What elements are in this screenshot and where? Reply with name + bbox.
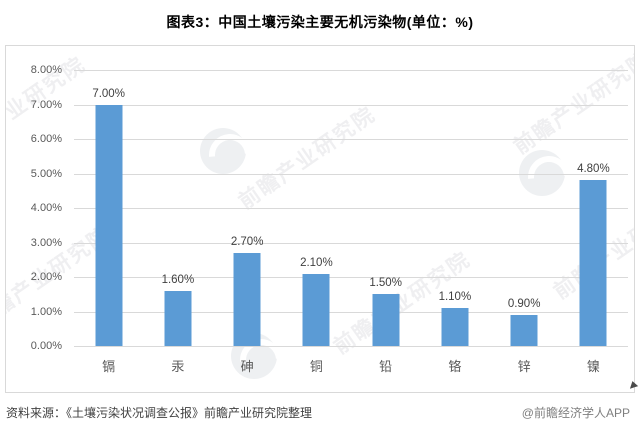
page-title: 图表3：中国土壤污染主要无机污染物(单位：%)	[166, 14, 474, 30]
bar	[302, 273, 330, 346]
source-note: 资料来源：《土壤污染状况调查公报》前瞻产业研究院整理	[6, 406, 313, 420]
bar-column: 2.70%	[213, 70, 282, 346]
x-axis-category-label: 镍	[586, 359, 600, 374]
bar-column: 7.00%	[74, 70, 143, 346]
bar-column: 1.60%	[143, 70, 212, 346]
credit-note: @前瞻经济学人APP	[521, 406, 630, 420]
y-axis-tick-label: 0.00%	[30, 340, 62, 352]
x-axis-category-label: 镉	[102, 359, 116, 374]
y-axis-tick-label: 3.00%	[30, 236, 62, 249]
bar	[164, 290, 192, 346]
x-axis-category-label: 汞	[171, 359, 185, 374]
y-axis-tick-label: 5.00%	[30, 167, 62, 180]
bar	[510, 314, 538, 346]
bar-value-label: 7.00%	[92, 87, 125, 100]
gridline	[74, 311, 628, 313]
bar-value-label: 2.70%	[230, 235, 264, 248]
bar-value-label: 0.90%	[507, 297, 541, 310]
y-axis-tick-label: 7.00%	[30, 98, 62, 111]
x-axis-category-label: 铬	[448, 359, 462, 374]
y-axis-tick-label: 4.00%	[30, 202, 62, 214]
gridline	[74, 242, 628, 244]
plot-area: 7.00% 1.60% 2.70% 2.10% 1.50% 1.10% 0.90% 4.80%	[74, 70, 628, 347]
bar-column: 1.10%	[420, 70, 489, 346]
gridline	[74, 70, 628, 71]
bar-column: 2.10%	[282, 70, 351, 346]
bar-value-label: 1.50%	[369, 277, 402, 290]
bar-column: 4.80%	[559, 70, 628, 346]
x-axis-category-label: 砷	[240, 359, 254, 374]
x-axis-category-label: 铅	[379, 359, 393, 374]
gridline	[74, 139, 628, 140]
bar-column: 1.50%	[351, 70, 420, 346]
bar	[95, 104, 123, 346]
bar-value-label: 1.60%	[161, 273, 195, 286]
bar	[372, 294, 400, 346]
gridline	[74, 104, 628, 106]
gridline	[74, 208, 628, 209]
bar-value-label: 1.10%	[438, 291, 472, 304]
y-axis-tick-label: 6.00%	[30, 133, 62, 145]
gridline	[74, 346, 628, 347]
y-axis-tick-label: 8.00%	[30, 64, 62, 76]
bar-column: 0.90%	[490, 70, 559, 346]
bar	[579, 180, 607, 346]
x-axis-category-label: 铜	[309, 359, 323, 374]
bar	[233, 252, 261, 346]
y-axis-tick-label: 1.00%	[30, 305, 62, 318]
gridline	[74, 277, 628, 278]
cursor-arrow-icon	[629, 381, 640, 391]
chart-area: 前瞻产业研究院前瞻产业研究院前瞻产业研究院前瞻产业研究院前瞻产业研究院前瞻产业研…	[5, 45, 635, 393]
bar-value-label: 4.80%	[577, 163, 610, 176]
gridline	[74, 173, 628, 175]
y-axis-tick-label: 2.00%	[30, 271, 62, 283]
x-axis-category-label: 锌	[517, 359, 531, 374]
bar-value-label: 2.10%	[300, 256, 333, 269]
bar	[441, 308, 469, 346]
